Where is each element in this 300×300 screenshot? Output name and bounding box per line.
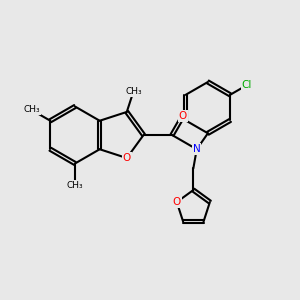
Text: CH₃: CH₃: [125, 87, 142, 96]
Text: Cl: Cl: [242, 80, 252, 90]
Text: N: N: [193, 144, 201, 154]
Text: O: O: [123, 153, 131, 163]
Text: O: O: [173, 197, 181, 207]
Text: CH₃: CH₃: [23, 106, 40, 115]
Text: CH₃: CH₃: [67, 181, 83, 190]
Text: O: O: [179, 111, 187, 121]
